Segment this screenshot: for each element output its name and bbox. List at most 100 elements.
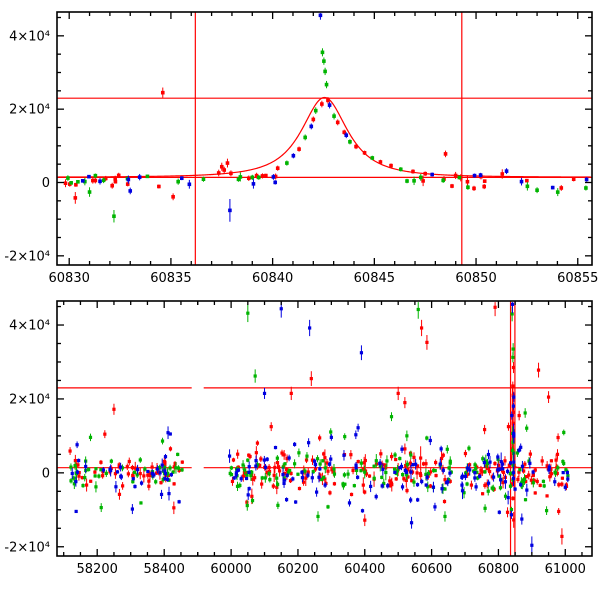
data-point xyxy=(320,50,325,55)
data-point xyxy=(400,447,404,451)
data-point xyxy=(74,509,78,514)
data-point xyxy=(289,391,293,395)
data-point xyxy=(398,167,403,172)
top-tick-labels: 60830 60835 60840 60845 60850 60855 -2×10⁴ 0 2×1… xyxy=(4,29,598,286)
data-point xyxy=(560,534,564,539)
data-point xyxy=(363,490,367,494)
data-point xyxy=(466,185,470,190)
top-model-curve xyxy=(57,96,591,178)
data-point xyxy=(517,413,521,418)
data-point xyxy=(332,114,336,118)
top-points-red xyxy=(63,87,576,204)
data-point xyxy=(275,166,280,170)
data-point xyxy=(425,436,429,440)
data-point xyxy=(329,435,333,439)
data-point xyxy=(344,133,349,137)
data-point xyxy=(327,103,332,107)
data-point xyxy=(549,472,554,476)
data-point xyxy=(275,456,279,460)
data-point xyxy=(491,475,496,479)
data-point xyxy=(172,465,176,469)
data-point xyxy=(311,470,315,474)
data-point xyxy=(150,471,154,476)
data-point xyxy=(246,458,250,462)
data-point xyxy=(506,469,510,473)
data-point xyxy=(69,465,73,469)
data-point xyxy=(109,459,113,463)
data-point xyxy=(167,492,171,496)
data-point xyxy=(352,484,356,488)
x-tick-label: 60800 xyxy=(478,562,519,577)
data-point xyxy=(499,460,503,464)
data-point xyxy=(498,486,503,490)
data-point xyxy=(433,505,437,509)
data-point xyxy=(130,466,135,470)
data-point xyxy=(117,492,122,496)
data-point xyxy=(439,447,443,451)
data-point xyxy=(289,471,293,476)
data-point xyxy=(260,174,265,178)
data-point xyxy=(525,426,529,430)
data-point xyxy=(504,169,509,173)
data-point xyxy=(372,464,376,468)
data-point xyxy=(441,468,445,472)
data-point xyxy=(404,463,408,468)
data-point xyxy=(250,494,254,498)
data-point xyxy=(80,476,84,480)
data-point xyxy=(405,488,409,493)
y-tick-label: 0 xyxy=(42,466,50,481)
data-point xyxy=(536,368,541,372)
data-point xyxy=(483,470,487,474)
data-point xyxy=(425,340,429,344)
data-point xyxy=(160,439,165,443)
data-point xyxy=(99,460,103,464)
data-point xyxy=(566,474,570,478)
data-point xyxy=(392,467,397,471)
data-point xyxy=(359,469,363,473)
data-point xyxy=(513,487,517,491)
data-point xyxy=(355,468,359,472)
data-point xyxy=(308,326,312,330)
data-point xyxy=(279,307,283,311)
data-point xyxy=(250,498,255,503)
data-point xyxy=(450,184,454,188)
data-point xyxy=(511,440,515,444)
data-point xyxy=(262,458,266,462)
data-point xyxy=(277,469,282,473)
data-point xyxy=(395,469,400,473)
data-point xyxy=(390,454,394,459)
data-point xyxy=(542,484,546,488)
data-point xyxy=(349,453,353,457)
data-point xyxy=(511,355,515,359)
data-point xyxy=(244,476,249,481)
data-point xyxy=(166,473,170,478)
data-point xyxy=(425,475,429,479)
data-point xyxy=(254,458,258,463)
data-point xyxy=(166,471,170,476)
data-point xyxy=(381,467,385,472)
data-point xyxy=(493,305,497,309)
data-point xyxy=(177,468,181,472)
data-point xyxy=(68,449,72,453)
data-point xyxy=(157,184,161,189)
data-point xyxy=(497,510,501,514)
bottom-panel: 58200 58400 60000 60200 60400 60600 60800 61000… xyxy=(4,300,593,577)
data-point xyxy=(511,404,516,408)
data-point xyxy=(509,513,514,517)
data-point xyxy=(402,477,406,481)
data-point xyxy=(419,473,423,478)
data-point xyxy=(418,175,423,180)
data-point xyxy=(268,478,272,482)
data-point xyxy=(374,495,378,499)
data-point xyxy=(532,478,536,482)
data-point xyxy=(297,486,302,491)
data-point xyxy=(507,463,511,467)
data-point xyxy=(293,442,297,446)
data-point xyxy=(428,438,432,443)
data-point xyxy=(388,479,392,483)
data-point xyxy=(520,464,525,468)
data-point xyxy=(424,483,428,487)
data-point xyxy=(83,179,87,184)
data-point xyxy=(247,470,251,474)
data-point xyxy=(482,184,486,189)
